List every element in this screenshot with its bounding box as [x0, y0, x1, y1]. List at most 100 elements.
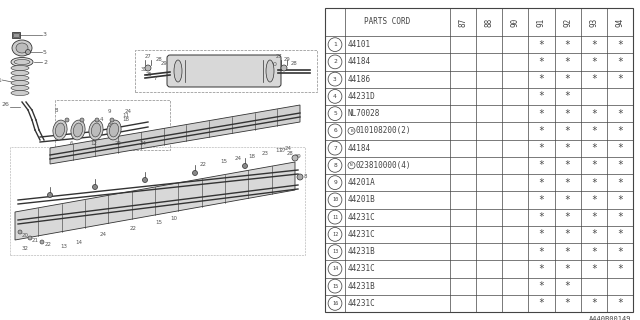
Text: 23: 23 — [108, 123, 115, 128]
Circle shape — [328, 55, 342, 69]
Circle shape — [80, 118, 84, 122]
Circle shape — [26, 50, 31, 54]
Circle shape — [328, 158, 342, 172]
Text: 22: 22 — [130, 226, 137, 231]
Text: 18: 18 — [248, 154, 255, 159]
Text: 12: 12 — [90, 141, 97, 146]
Text: 3: 3 — [43, 33, 47, 37]
Ellipse shape — [11, 85, 29, 91]
Text: 4: 4 — [100, 117, 104, 122]
Text: 11: 11 — [122, 113, 129, 118]
Text: *: * — [591, 160, 596, 170]
Text: *: * — [539, 212, 545, 222]
Text: 44201A: 44201A — [348, 178, 376, 187]
Text: 44231C: 44231C — [348, 230, 376, 239]
Text: 20: 20 — [22, 233, 29, 238]
Ellipse shape — [11, 81, 29, 85]
Ellipse shape — [266, 60, 274, 82]
Text: 25: 25 — [146, 72, 153, 77]
Text: *: * — [591, 264, 596, 274]
Text: *: * — [617, 143, 623, 153]
Text: 28: 28 — [156, 57, 163, 62]
FancyBboxPatch shape — [167, 55, 281, 87]
Ellipse shape — [14, 60, 30, 65]
Text: *: * — [591, 298, 596, 308]
Circle shape — [281, 65, 287, 71]
Text: *: * — [617, 126, 623, 136]
Circle shape — [328, 176, 342, 189]
Text: *: * — [617, 298, 623, 308]
Text: 010108200(2): 010108200(2) — [356, 126, 412, 135]
Text: 27: 27 — [280, 148, 287, 153]
Text: 22: 22 — [115, 141, 122, 146]
Text: *: * — [591, 178, 596, 188]
Text: 44231C: 44231C — [348, 299, 376, 308]
Text: 44231B: 44231B — [348, 282, 376, 291]
Ellipse shape — [53, 120, 67, 140]
Text: 18: 18 — [122, 117, 129, 122]
Circle shape — [328, 124, 342, 138]
Text: *: * — [564, 264, 571, 274]
Text: 29: 29 — [295, 154, 301, 159]
Ellipse shape — [11, 70, 29, 76]
Text: *: * — [617, 195, 623, 205]
Text: 93: 93 — [589, 17, 598, 27]
Text: 16: 16 — [332, 301, 338, 306]
Text: *: * — [539, 40, 545, 50]
Text: *: * — [539, 247, 545, 257]
Text: *: * — [539, 143, 545, 153]
Circle shape — [65, 118, 69, 122]
Text: *: * — [564, 92, 571, 101]
Text: 12: 12 — [332, 232, 338, 237]
Text: 23: 23 — [262, 151, 269, 156]
Circle shape — [328, 262, 342, 276]
Text: 17: 17 — [275, 148, 282, 153]
Circle shape — [328, 210, 342, 224]
Text: *: * — [591, 126, 596, 136]
Text: 13: 13 — [60, 244, 67, 249]
Ellipse shape — [11, 91, 29, 95]
Text: 5: 5 — [43, 50, 47, 54]
Text: 11: 11 — [332, 215, 338, 220]
Text: *: * — [564, 247, 571, 257]
Text: *: * — [617, 40, 623, 50]
Circle shape — [328, 38, 342, 52]
Text: *: * — [539, 160, 545, 170]
Circle shape — [95, 118, 99, 122]
Text: 8: 8 — [55, 108, 58, 113]
Text: NL70028: NL70028 — [348, 109, 380, 118]
Ellipse shape — [71, 120, 85, 140]
Text: *: * — [564, 229, 571, 239]
Text: 44184: 44184 — [348, 144, 371, 153]
Circle shape — [328, 279, 342, 293]
Circle shape — [348, 127, 355, 134]
Circle shape — [328, 107, 342, 121]
Text: *: * — [564, 40, 571, 50]
Text: *: * — [617, 247, 623, 257]
Circle shape — [328, 141, 342, 155]
Text: *: * — [564, 143, 571, 153]
Circle shape — [328, 245, 342, 259]
Bar — [12, 32, 20, 38]
Text: 2: 2 — [43, 60, 47, 65]
Text: 8: 8 — [304, 174, 307, 180]
Ellipse shape — [11, 66, 29, 70]
Bar — [13, 33, 19, 37]
Text: 44101: 44101 — [348, 40, 371, 49]
Ellipse shape — [107, 120, 121, 140]
Text: *: * — [539, 57, 545, 67]
Text: *: * — [539, 264, 545, 274]
Text: 1: 1 — [0, 77, 1, 83]
Circle shape — [297, 174, 303, 180]
Bar — [55, 100, 170, 150]
Text: *: * — [539, 92, 545, 101]
Circle shape — [328, 90, 342, 103]
Text: 27: 27 — [276, 54, 283, 59]
Text: 92: 92 — [563, 17, 572, 27]
Text: 10: 10 — [332, 197, 338, 202]
Text: 24: 24 — [235, 156, 242, 161]
Text: 44186: 44186 — [348, 75, 371, 84]
Circle shape — [28, 236, 32, 240]
Text: *: * — [617, 108, 623, 119]
Text: PARTS CORD: PARTS CORD — [364, 18, 411, 27]
